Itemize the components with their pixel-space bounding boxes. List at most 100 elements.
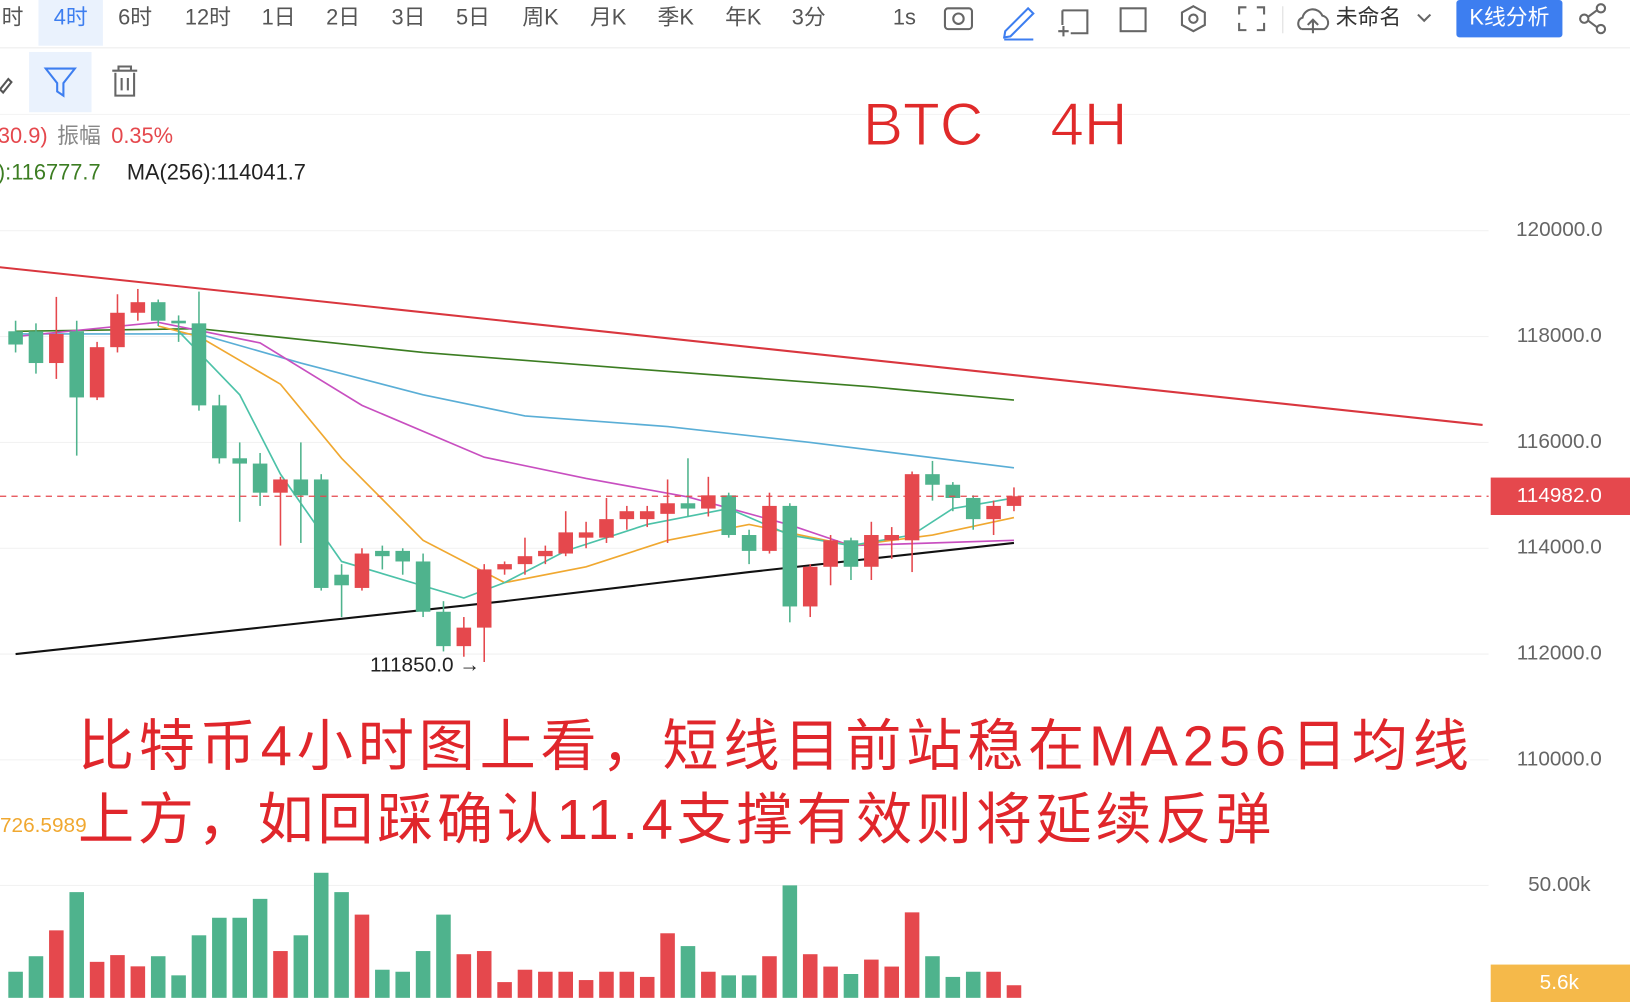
volume-bar — [741, 975, 757, 998]
interval-tab[interactable]: 月K — [590, 4, 627, 29]
candle-body — [456, 627, 472, 647]
ma-line — [15, 327, 1015, 401]
interval-tab[interactable]: 3日 — [392, 4, 426, 29]
speed[interactable]: 1s — [893, 4, 916, 29]
candle-body — [701, 495, 716, 509]
y-tick-label: 50.00k — [1528, 873, 1591, 896]
filter-icon[interactable] — [43, 67, 77, 98]
candle-body — [538, 550, 553, 557]
cloud-icon[interactable] — [1297, 8, 1330, 34]
volume-bar — [680, 946, 696, 998]
ma-line — [15, 333, 1015, 469]
delete-icon[interactable] — [112, 65, 138, 97]
interval-tab[interactable]: 时 — [2, 4, 24, 29]
amplitude: 0.35% — [111, 123, 173, 148]
candle-body — [232, 458, 247, 464]
candle-body — [945, 484, 961, 498]
layout-name[interactable]: 未命名 — [1336, 4, 1401, 29]
candle-body — [762, 505, 777, 551]
candle-body — [191, 323, 207, 406]
volume-bar — [395, 971, 410, 998]
candle-body — [802, 566, 818, 607]
volume-last-label: 5.6k — [1540, 971, 1580, 994]
volume-bar — [1006, 985, 1022, 998]
volume-bar — [558, 971, 573, 998]
volume-bar — [69, 892, 84, 998]
y-tick-label: 120000.0 — [1516, 218, 1603, 241]
chart-title: BTC 4H — [863, 90, 1128, 158]
interval-tab[interactable]: 1日 — [262, 4, 296, 29]
candle-body — [252, 463, 268, 493]
interval-tab[interactable]: 周K — [522, 4, 559, 29]
last-price-label: 114982.0 — [1517, 484, 1602, 507]
ma256-value: MA(256):114041.7 — [127, 159, 306, 184]
analysis-button-label[interactable]: K线分析 — [1469, 4, 1549, 29]
volume-bar — [354, 914, 370, 998]
volume-bar — [945, 976, 961, 998]
change: 30.9) — [0, 123, 48, 148]
volume-bar — [436, 914, 451, 998]
amplitude-label: 振幅 — [57, 123, 101, 148]
volume-bar — [925, 956, 940, 998]
volume-bar — [375, 969, 390, 998]
interval-tab[interactable]: 年K — [725, 4, 762, 29]
volume-bar — [823, 966, 838, 998]
volume-bar — [456, 954, 472, 998]
candle-body — [130, 302, 146, 313]
candle-body — [904, 474, 920, 541]
interval-tab[interactable]: 4时 — [54, 4, 88, 29]
candle-body — [680, 503, 696, 509]
candle-body — [741, 535, 757, 551]
candle-body — [212, 405, 227, 459]
candle-body — [639, 511, 655, 520]
y-tick-label: 112000.0 — [1517, 642, 1602, 665]
interval-tab[interactable]: 3分 — [792, 4, 826, 29]
volume-bar — [843, 973, 859, 998]
interval-tab[interactable]: 6时 — [118, 4, 152, 29]
candle-body — [171, 320, 186, 324]
candle-body — [823, 540, 838, 567]
candle-body — [110, 312, 125, 348]
candle-body — [415, 561, 431, 612]
interval-tab[interactable]: 12时 — [185, 4, 231, 29]
camera-lens — [952, 12, 965, 25]
volume-bar — [497, 982, 512, 998]
candle-body — [558, 532, 573, 554]
candle-body — [313, 479, 329, 588]
chevron[interactable] — [1417, 13, 1432, 23]
pencil-icon[interactable] — [1002, 6, 1035, 41]
candle-body — [8, 331, 23, 345]
volume-bar — [639, 976, 655, 998]
draw-icon[interactable] — [0, 77, 13, 95]
volume-bar — [701, 971, 716, 998]
candle-body — [273, 479, 288, 493]
analysis-button[interactable] — [1456, 0, 1563, 38]
settings-icon[interactable] — [1180, 5, 1206, 33]
interval-tab[interactable]: 季K — [658, 4, 695, 29]
candle-body — [619, 511, 635, 520]
volume-bar — [578, 980, 594, 998]
interval-tab[interactable]: 5日 — [456, 4, 490, 29]
share-dot — [1595, 23, 1607, 35]
add-icon[interactable] — [1058, 9, 1089, 37]
volume-bar — [904, 912, 920, 998]
volume-bar — [599, 971, 614, 998]
interval-tab[interactable]: 2日 — [326, 4, 360, 29]
volume-bar — [965, 971, 981, 998]
last-price-box — [1490, 477, 1630, 515]
indicator-icon[interactable] — [1119, 7, 1147, 33]
volume-bar — [721, 975, 736, 998]
fullscreen-icon[interactable] — [1238, 6, 1266, 32]
settings-dot — [1188, 13, 1199, 24]
volume-bar — [232, 917, 247, 998]
ma-line — [0, 266, 1483, 426]
candle-body — [497, 564, 512, 570]
candle-body — [843, 540, 859, 567]
volume-bar — [273, 951, 288, 998]
volume-bar — [415, 951, 431, 998]
share-dot — [1595, 3, 1607, 14]
volume-bar — [538, 971, 553, 998]
share-icon[interactable] — [1587, 9, 1598, 28]
camera-icon[interactable] — [943, 7, 974, 31]
